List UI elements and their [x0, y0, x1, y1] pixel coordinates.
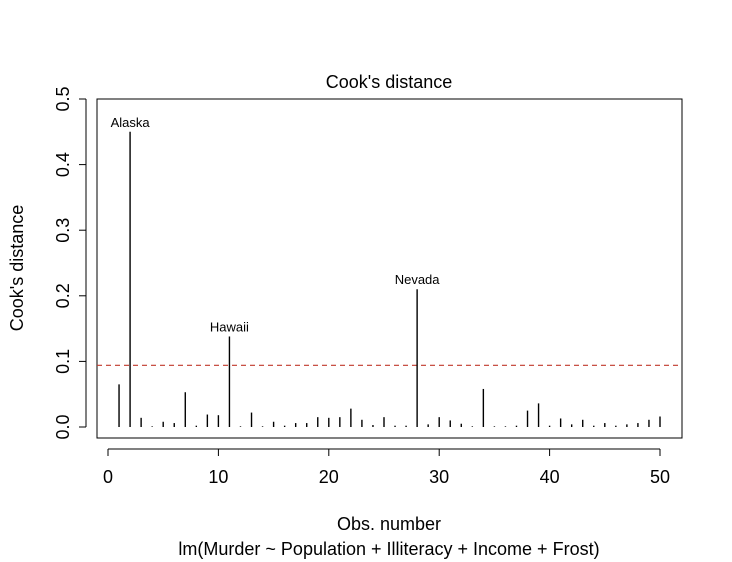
chart-title: Cook's distance [326, 72, 453, 92]
x-tick-label: 0 [103, 467, 113, 487]
bars [118, 131, 661, 427]
annotations: Alaska Hawaii Nevada [111, 115, 441, 335]
point-label: Nevada [395, 272, 441, 287]
y-tick-label: 0.4 [53, 152, 73, 177]
x-tick-label: 40 [540, 467, 560, 487]
y-axis-label: Cook's distance [7, 205, 27, 332]
x-tick-label: 10 [208, 467, 228, 487]
y-tick-label: 0.1 [53, 349, 73, 374]
y-axis: 0.0 0.1 0.2 0.3 0.4 0.5 [53, 86, 87, 440]
x-tick-label: 30 [429, 467, 449, 487]
x-tick-label: 50 [650, 467, 670, 487]
y-tick-label: 0.5 [53, 86, 73, 111]
x-tick-label: 20 [319, 467, 339, 487]
y-tick-label: 0.2 [53, 283, 73, 308]
y-tick-label: 0.3 [53, 218, 73, 243]
point-label: Alaska [111, 115, 151, 130]
chart-subtitle: lm(Murder ~ Population + Illiteracy + In… [178, 539, 599, 559]
point-label: Hawaii [210, 319, 249, 334]
y-tick-label: 0.0 [53, 414, 73, 439]
x-axis: 0 10 20 30 40 50 [103, 448, 670, 487]
x-axis-label: Obs. number [337, 514, 441, 534]
plot-frame [96, 98, 683, 439]
